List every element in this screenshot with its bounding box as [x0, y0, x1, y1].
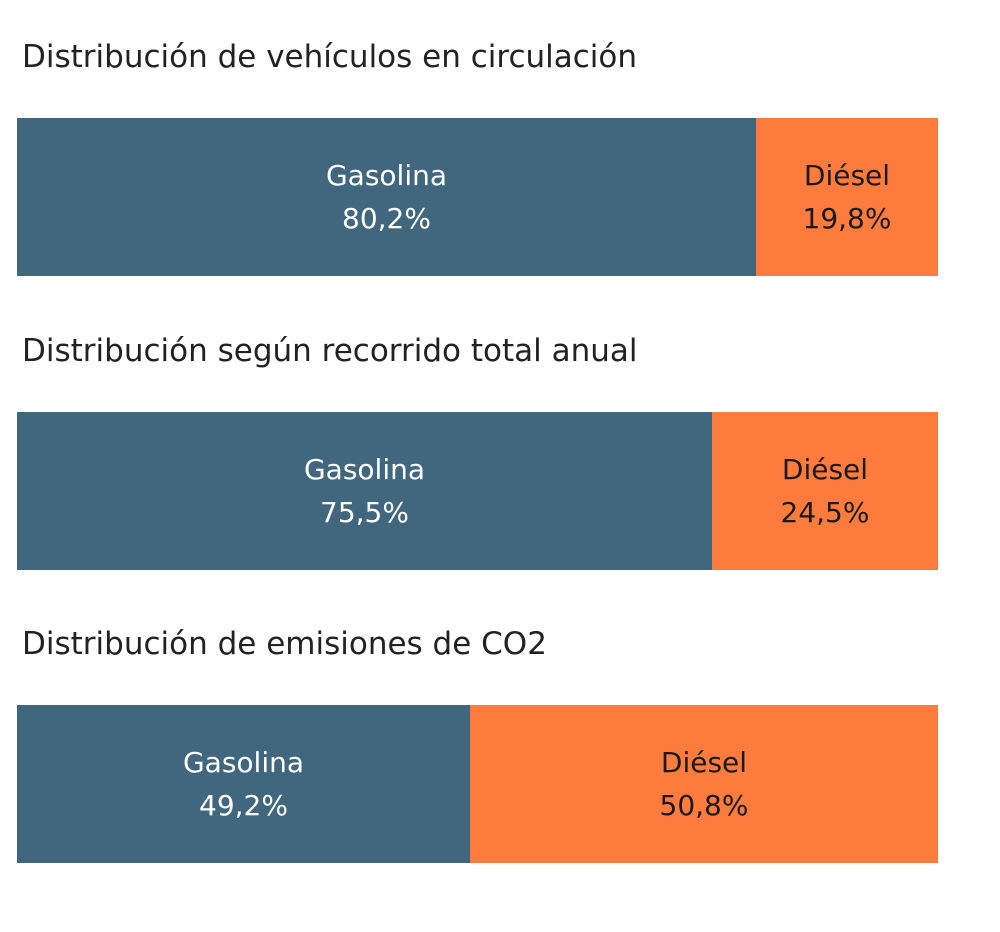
segment-value-label: 19,8% [802, 202, 892, 235]
bar-segment [470, 705, 938, 863]
stacked-bar: Gasolina 80,2% Diésel 19,8% [17, 118, 938, 276]
stacked-bar: Gasolina 75,5% Diésel 24,5% [17, 412, 938, 570]
bar-segment [756, 118, 938, 276]
stacked-bar: Gasolina 49,2% Diésel 50,8% [17, 705, 938, 863]
bar-segment [17, 118, 756, 276]
segment-category-label: Gasolina [182, 746, 305, 779]
segment-label: Diésel 50,8% [470, 705, 938, 863]
segment-label: Diésel 24,5% [712, 412, 938, 570]
segment-value-label: 75,5% [320, 496, 409, 529]
segment-category-label: Diésel [660, 746, 748, 779]
segment-value-label: 24,5% [780, 496, 870, 529]
segment-value-label: 50,8% [659, 789, 749, 822]
segment-category-label: Gasolina [303, 453, 426, 486]
segment-value-label: 49,2% [199, 789, 288, 822]
segment-label: Diésel 19,8% [756, 118, 938, 276]
bar-segment [17, 412, 712, 570]
segment-value-label: 80,2% [342, 202, 431, 235]
panel-title: Distribución de vehículos en circulación [22, 39, 638, 75]
bar-segment [712, 412, 938, 570]
panel-title: Distribución de emisiones de CO2 [22, 626, 547, 662]
segment-label: Gasolina 75,5% [17, 412, 712, 570]
segment-category-label: Gasolina [325, 159, 448, 192]
panel-title: Distribución según recorrido total anual [22, 333, 638, 369]
segment-category-label: Diésel [781, 453, 869, 486]
segment-label: Gasolina 49,2% [17, 705, 470, 863]
bar-segment [17, 705, 470, 863]
segment-category-label: Diésel [803, 159, 891, 192]
segment-label: Gasolina 80,2% [17, 118, 756, 276]
